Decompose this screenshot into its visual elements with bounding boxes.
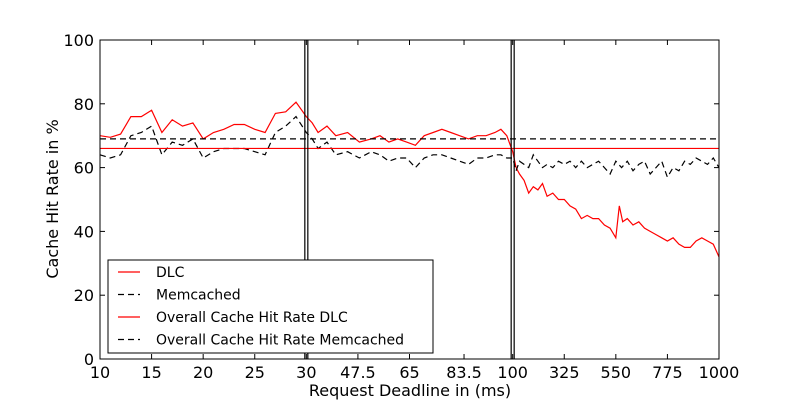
- legend-label: DLC: [156, 265, 185, 281]
- x-tick-label: 10: [90, 363, 110, 382]
- x-tick-label: 83.5: [446, 363, 482, 382]
- legend-label: Overall Cache Hit Rate DLC: [156, 310, 348, 326]
- legend-label: Overall Cache Hit Rate Memcached: [156, 333, 404, 349]
- x-tick-label: 550: [601, 363, 632, 382]
- y-tick-label: 40: [74, 222, 94, 241]
- x-tick-label: 15: [141, 363, 161, 382]
- x-tick-label: 20: [193, 363, 213, 382]
- legend: DLC Memcached Overall Cache Hit Rate DLC Ov…: [107, 259, 434, 354]
- y-tick-label: 60: [74, 159, 94, 178]
- y-tick-label: 80: [74, 95, 94, 114]
- x-tick-label: 30: [296, 363, 316, 382]
- y-tick-label: 0: [84, 350, 94, 369]
- x-tick-label: 100: [497, 363, 528, 382]
- x-tick-label: 47.5: [340, 363, 376, 382]
- series-line-0: [99, 101, 720, 258]
- x-tick-label: 325: [549, 363, 580, 382]
- y-tick-label: 20: [74, 286, 94, 305]
- y-tick-label: 100: [63, 31, 94, 50]
- plot-lines: [99, 101, 720, 258]
- y-axis-label: Cache Hit Rate in %: [43, 119, 62, 278]
- x-tick-label: 65: [399, 363, 419, 382]
- y-axis-ticks: 0 20 40 60 80 100: [63, 31, 719, 369]
- legend-label: Memcached: [156, 288, 241, 304]
- x-tick-label: 1000: [699, 363, 740, 382]
- x-axis-label: Request Deadline in (ms): [309, 381, 511, 400]
- series-line-1: [99, 115, 720, 179]
- x-tick-label: 25: [245, 363, 265, 382]
- legend-box: [107, 259, 434, 354]
- x-tick-label: 775: [652, 363, 683, 382]
- x-axis-ticks: 10 15 20 25 30 47.5 65 83.5 100 325 550 775 1000: [90, 40, 740, 382]
